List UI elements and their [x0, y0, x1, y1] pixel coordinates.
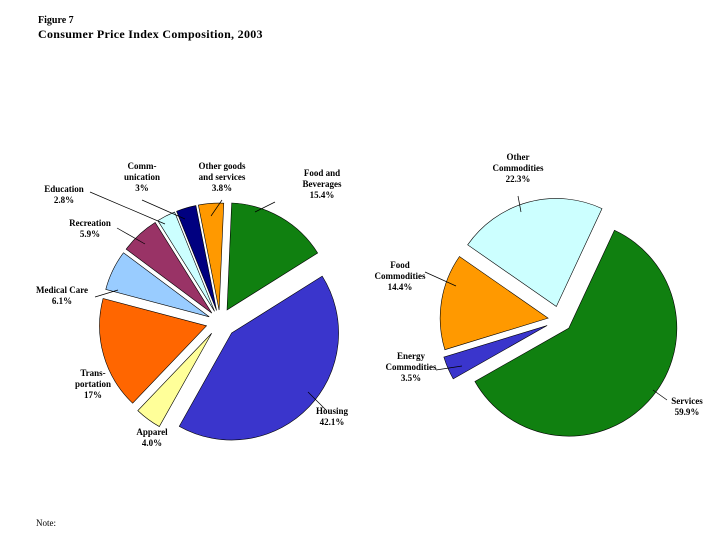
- slice-label-energy-commodities: Energy: [397, 351, 425, 361]
- leader-line-other-commodities: [517, 195, 522, 213]
- slice-label-comm-unication: unication: [124, 172, 160, 182]
- slice-label-other-commodities: Commodities: [493, 163, 544, 173]
- figure-label: Figure 7: [38, 15, 74, 26]
- data-label-energy-commodities: 3.5%: [401, 373, 421, 383]
- leader-line-services: [652, 389, 668, 401]
- slice-label-services: Services: [671, 396, 703, 406]
- slice-label-food-commodities: Food: [390, 260, 410, 270]
- leader-line-medical-care: [94, 289, 119, 298]
- leader-line-food-and-beverages: [254, 201, 276, 213]
- data-label-apparel: 4.0%: [142, 438, 162, 448]
- slice-food-and-beverages: [226, 202, 319, 311]
- slice-recreation: [125, 222, 213, 314]
- slice-label-food-and-beverages: Food and: [304, 168, 340, 178]
- data-label-other-goods-and-services: 3.8%: [212, 183, 232, 193]
- slice-label-apparel: Apparel: [136, 427, 168, 437]
- slice-label-trans-portation: portation: [75, 379, 111, 389]
- figure-title: Consumer Price Index Composition, 2003: [38, 27, 263, 41]
- slice-label-other-goods-and-services: and services: [199, 172, 246, 182]
- leader-line-other-goods-and-services: [210, 199, 223, 217]
- slice-housing: [178, 275, 339, 441]
- slice-services: [474, 229, 678, 437]
- data-label-other-commodities: 22.3%: [506, 174, 531, 184]
- data-label-food-and-beverages: 15.4%: [310, 190, 335, 200]
- slice-other-goods-and-services: [198, 202, 225, 311]
- leader-line-energy-commodities: [435, 365, 463, 371]
- slice-other-commodities: [467, 198, 603, 307]
- slice-food-commodities: [439, 256, 549, 351]
- data-label-comm-unication: 3%: [135, 183, 149, 193]
- data-label-recreation: 5.9%: [80, 229, 100, 239]
- slice-label-other-commodities: Other: [507, 152, 530, 162]
- leader-line-comm-unication: [141, 199, 186, 220]
- data-label-services: 59.9%: [675, 407, 700, 417]
- slice-label-recreation: Recreation: [69, 218, 111, 228]
- slice-label-food-and-beverages: Beverages: [303, 179, 342, 189]
- leader-line-education: [89, 191, 166, 225]
- slice-medical-care: [105, 252, 210, 318]
- slice-apparel: [137, 333, 212, 427]
- slice-label-trans-portation: Trans-: [80, 368, 105, 378]
- note-text: Note:: [36, 518, 56, 528]
- slice-label-food-commodities: Commodities: [375, 271, 426, 281]
- pie-chart-2: Services59.9%EnergyCommodities3.5%FoodCo…: [375, 152, 703, 437]
- slice-label-medical-care: Medical Care: [36, 285, 88, 295]
- slice-label-education: Education: [44, 184, 84, 194]
- leader-line-housing: [307, 391, 327, 411]
- data-label-education: 2.8%: [54, 195, 74, 205]
- data-label-housing: 42.1%: [320, 417, 345, 427]
- data-label-trans-portation: 17%: [84, 390, 102, 400]
- slice-comm-unication: [176, 205, 217, 311]
- data-label-medical-care: 6.1%: [52, 296, 72, 306]
- slice-label-comm-unication: Comm-: [128, 161, 157, 171]
- data-label-food-commodities: 14.4%: [388, 282, 413, 292]
- leader-line-recreation: [116, 227, 146, 245]
- slice-trans-portation: [99, 298, 208, 404]
- slice-label-other-goods-and-services: Other goods: [198, 161, 246, 171]
- slice-label-energy-commodities: Commodities: [386, 362, 437, 372]
- leader-line-food-commodities: [424, 271, 457, 287]
- slice-label-housing: Housing: [316, 406, 349, 416]
